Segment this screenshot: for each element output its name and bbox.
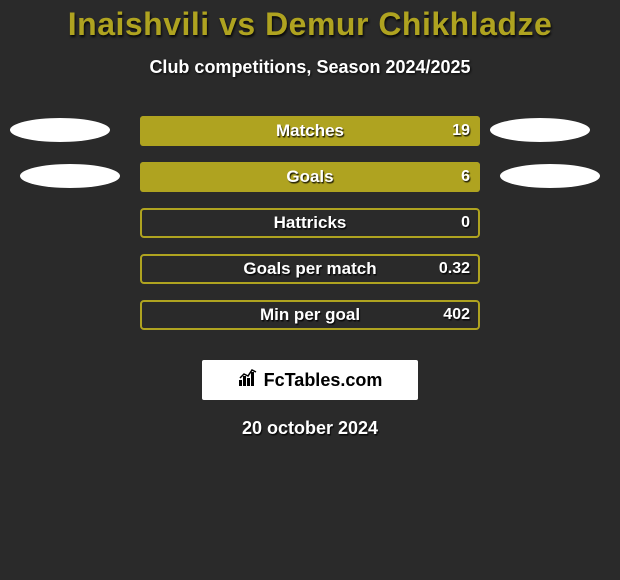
bar-label: Min per goal: [140, 300, 480, 330]
left-player-marker: [10, 118, 110, 142]
page-subtitle: Club competitions, Season 2024/2025: [0, 57, 620, 78]
date-line: 20 october 2024: [0, 418, 620, 439]
chart-row: Min per goal402: [0, 296, 620, 342]
chart-row: Hattricks0: [0, 204, 620, 250]
bar-label: Goals per match: [140, 254, 480, 284]
bar-value-right: 0.32: [439, 254, 470, 284]
brand-text: FcTables.com: [264, 370, 383, 391]
bar-label: Matches: [140, 116, 480, 146]
chart-row: Goals6: [0, 158, 620, 204]
barchart-icon: [238, 368, 260, 393]
brand-badge[interactable]: FcTables.com: [202, 360, 418, 400]
bar-wrap: Hattricks0: [140, 208, 480, 238]
chart-row: Goals per match0.32: [0, 250, 620, 296]
bar-value-right: 19: [452, 116, 470, 146]
chart-row: Matches19: [0, 112, 620, 158]
bar-wrap: Goals6: [140, 162, 480, 192]
page-title: Inaishvili vs Demur Chikhladze: [0, 0, 620, 43]
comparison-chart: Matches19 Goals6 Hattricks0 Goals per match…: [0, 112, 620, 342]
bar-label: Goals: [140, 162, 480, 192]
bar-wrap: Min per goal402: [140, 300, 480, 330]
bar-value-right: 0: [461, 208, 470, 238]
bar-wrap: Goals per match0.32: [140, 254, 480, 284]
left-player-marker: [20, 164, 120, 188]
bar-label: Hattricks: [140, 208, 480, 238]
bar-value-right: 402: [443, 300, 470, 330]
right-player-marker: [500, 164, 600, 188]
bar-value-right: 6: [461, 162, 470, 192]
stats-comparison-card: Inaishvili vs Demur Chikhladze Club comp…: [0, 0, 620, 580]
bar-wrap: Matches19: [140, 116, 480, 146]
right-player-marker: [490, 118, 590, 142]
